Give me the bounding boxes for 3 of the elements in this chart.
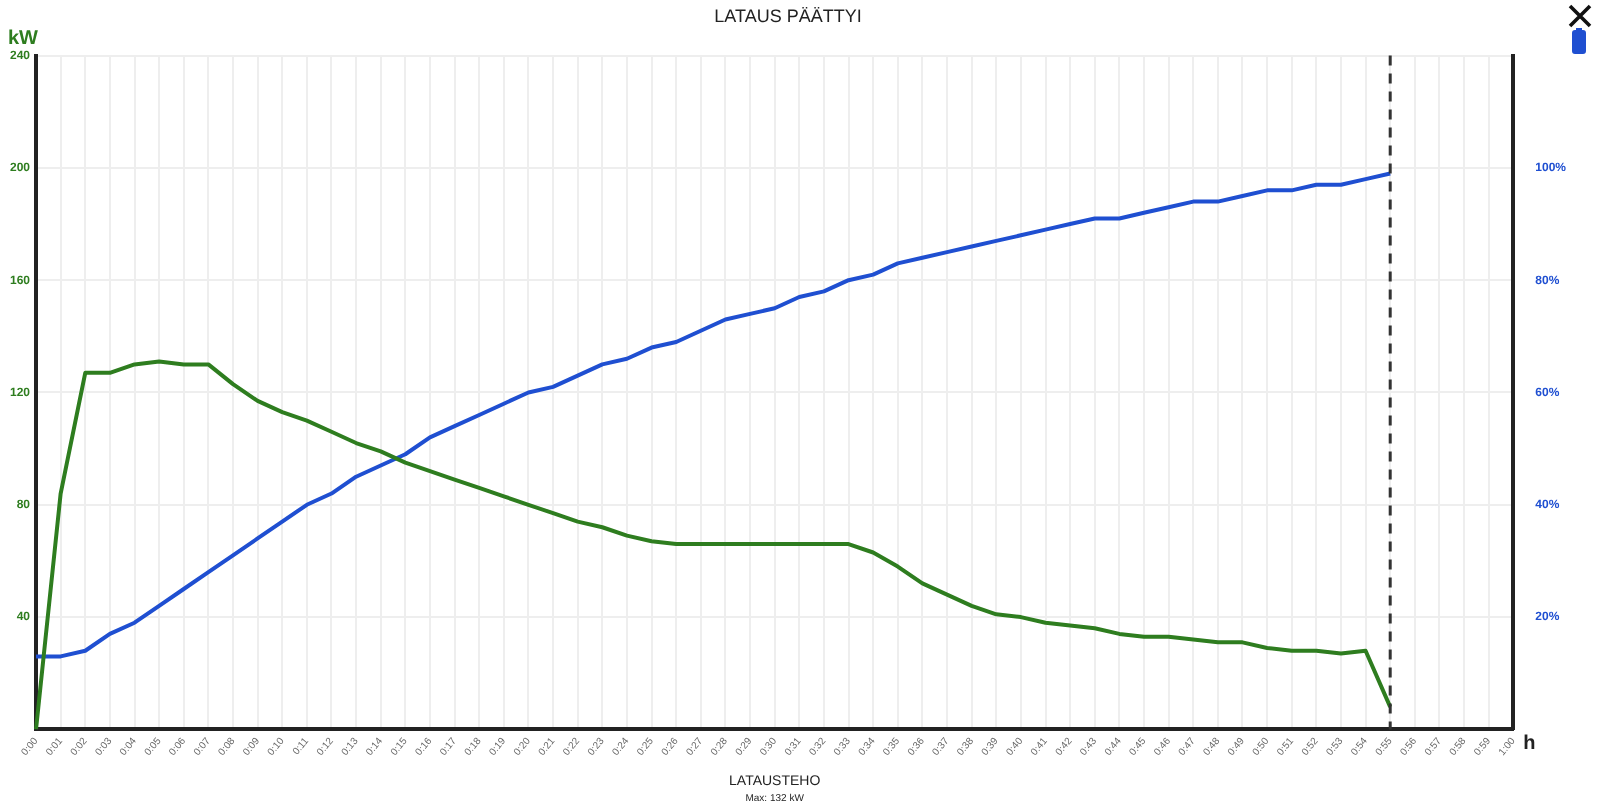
y-axis-title: kW [8, 27, 40, 50]
x-axis-title: h [1523, 733, 1536, 756]
chart-title: LATAUS PÄÄTTYI [714, 5, 862, 26]
